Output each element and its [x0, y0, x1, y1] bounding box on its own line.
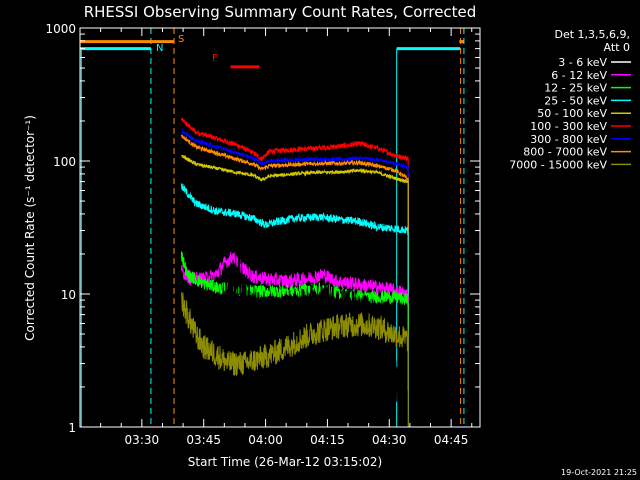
x-axis-label: Start Time (26-Mar-12 03:15:02)	[188, 455, 382, 469]
y-axis-label: Corrected Count Rate (s⁻¹ detector⁻¹)	[23, 115, 37, 341]
axis-ticks: 03:30 03:45 04:00 04:15 04:30 04:45 1 10 100 1000	[45, 22, 480, 447]
series-25-50-kev	[180, 183, 409, 427]
plot-area	[80, 28, 465, 429]
legend-header-2: Att 0	[604, 41, 630, 54]
x-tick-label: 04:15	[310, 433, 345, 447]
legend-label: 100 - 300 keV	[530, 120, 607, 133]
interval-markers: S N F	[156, 34, 218, 64]
legend-label: 12 - 25 keV	[544, 82, 607, 95]
y-tick-label: 1	[68, 421, 76, 435]
footer-date: 19-Oct-2021 21:25	[561, 468, 637, 477]
marker-n: N	[156, 43, 163, 54]
legend-header-1: Det 1,3,5,6,9,	[554, 28, 630, 41]
series-100-300-kev	[180, 117, 409, 427]
legend-label: 25 - 50 keV	[544, 94, 607, 107]
series-800-7000-kev	[180, 134, 409, 427]
series-300-800-kev	[181, 127, 409, 427]
legend-label: 7000 - 15000 keV	[509, 158, 607, 171]
legend-label: 800 - 7000 keV	[523, 146, 607, 159]
series-12-25-kev	[180, 251, 409, 427]
y-tick-label: 10	[61, 288, 76, 302]
x-tick-label: 04:30	[372, 433, 407, 447]
x-tick-label: 04:45	[434, 433, 469, 447]
y-tick-label: 1000	[45, 22, 76, 36]
x-tick-label: 03:30	[125, 433, 160, 447]
legend-label: 300 - 800 keV	[530, 133, 607, 146]
series-7000-15000-kev	[180, 292, 409, 427]
y-tick-label: 100	[53, 155, 76, 169]
legend-label: 50 - 100 keV	[537, 107, 607, 120]
series-50-100-kev	[181, 154, 409, 427]
legend-label: 3 - 6 keV	[558, 56, 607, 69]
series-6-12-kev	[180, 251, 409, 427]
x-tick-label: 04:00	[248, 433, 283, 447]
marker-f: F	[212, 53, 218, 64]
x-tick-label: 03:45	[186, 433, 221, 447]
marker-s: S	[178, 34, 184, 45]
plot-frame	[79, 27, 481, 428]
chart-title: RHESSI Observing Summary Count Rates, Co…	[84, 3, 477, 21]
legend-label: 6 - 12 keV	[551, 69, 607, 82]
